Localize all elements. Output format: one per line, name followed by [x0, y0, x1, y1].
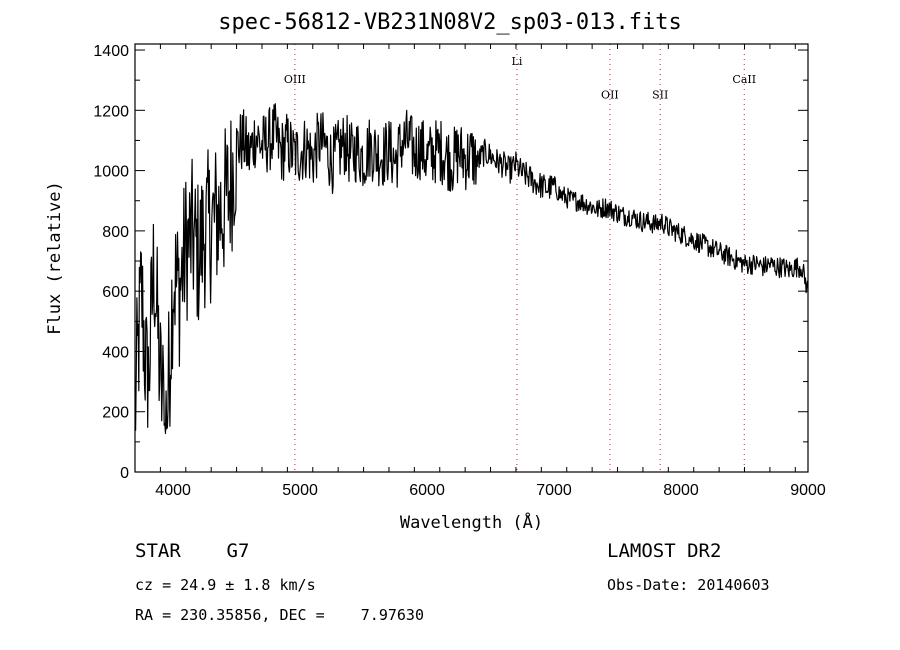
y-axis-label: Flux (relative) [45, 181, 65, 335]
x-axis-label: Wavelength (Å) [400, 511, 543, 533]
line-label-oiii: OIII [284, 73, 306, 86]
x-tick-label: 6000 [409, 482, 445, 499]
y-tick-label: 0 [120, 465, 129, 482]
obs-date: Obs-Date: 20140603 [607, 576, 770, 594]
y-tick-label: 1200 [93, 103, 129, 120]
line-label-li: Li [512, 55, 523, 68]
line-label-caii: CaII [732, 73, 756, 86]
y-tick-label: 800 [102, 224, 129, 241]
redshift-cz: cz = 24.9 ± 1.8 km/s [135, 576, 316, 594]
y-tick-label: 600 [102, 284, 129, 301]
x-tick-label: 9000 [790, 482, 826, 499]
y-tick-label: 1400 [93, 43, 129, 60]
x-tick-label: 5000 [282, 482, 318, 499]
line-label-oii: OII [601, 88, 619, 101]
spectrum-line [134, 103, 809, 435]
chart-title: spec-56812-VB231N08V2_sp03-013.fits [218, 10, 682, 35]
x-tick-label: 4000 [155, 482, 191, 499]
y-tick-label: 1000 [93, 164, 129, 181]
plot-frame [134, 43, 809, 473]
x-tick-label: 8000 [663, 482, 699, 499]
ra-dec: RA = 230.35856, DEC = 7.97630 [135, 606, 424, 624]
line-label-sii: SII [652, 88, 668, 101]
survey-name: LAMOST DR2 [607, 540, 722, 562]
y-tick-label: 200 [102, 405, 129, 422]
y-tick-label: 400 [102, 344, 129, 361]
x-tick-label: 7000 [536, 482, 572, 499]
object-class: STAR G7 [135, 540, 250, 562]
